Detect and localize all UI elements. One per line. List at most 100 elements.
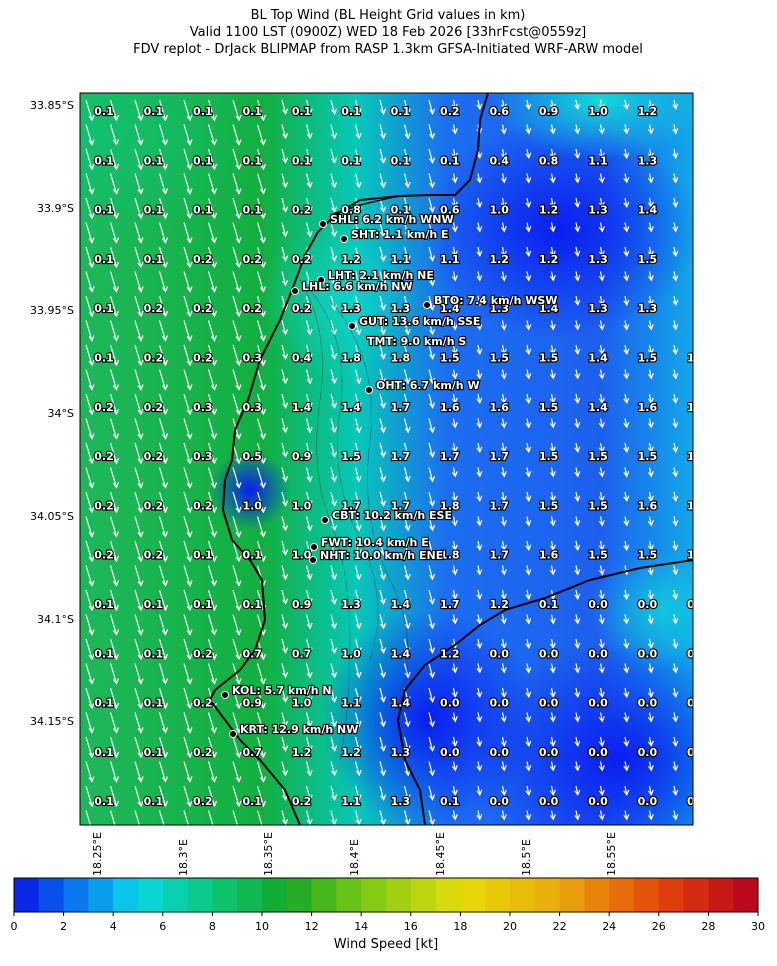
arrow-head [162,629,169,636]
arrow-head [500,716,507,723]
arrow-head [260,702,267,710]
station-dot [291,287,299,295]
wind-arrow [575,246,579,256]
arrow-head [672,471,679,478]
wind-arrow [379,369,385,384]
arrow-head [380,524,387,532]
arrow-head [672,520,679,527]
colorbar-segment [658,878,685,912]
wind-arrow [428,491,434,506]
grid-value: 0.1 [440,795,460,808]
arrow-head [260,384,267,391]
arrow-head [549,348,556,356]
wind-arrow [379,442,385,457]
arrow-head [355,132,362,140]
wind-arrow [403,173,409,188]
colorbar-tick-label: 4 [110,920,117,933]
wind-arrow [305,810,311,825]
wind-arrow [232,124,240,145]
arrow-head [429,818,436,825]
wind-arrow [599,638,603,648]
arrow-head [451,544,458,552]
arrow-head [598,593,605,601]
wind-arrow [256,785,265,807]
arrow-head [211,139,218,146]
arrow-head [451,618,458,625]
arrow-head [672,397,679,405]
arrow-head [355,573,362,581]
grid-value: 0.2 [193,302,213,315]
colorbar-segment [460,878,486,912]
wind-arrow [526,565,530,575]
wind-arrow [624,663,628,673]
arrow-head [260,433,267,440]
wind-arrow [281,810,287,825]
wind-arrow [330,565,336,580]
arrow-head [88,310,95,318]
arrow-head [162,212,169,220]
wind-arrow [232,295,240,317]
wind-arrow [599,197,603,207]
wind-arrow [550,418,554,428]
wind-arrow [330,516,336,531]
arrow-head [598,765,605,772]
grid-value: 0.1 [94,647,114,660]
arrow-head [647,789,654,797]
arrow-head [525,177,532,184]
wind-arrow [624,173,628,183]
wind-arrow [526,638,530,648]
grid-value: 1.2 [341,746,361,759]
grid-value: 1.5 [687,401,707,414]
arrow-head [163,826,168,831]
arrow-head [525,103,532,111]
arrow-head [331,255,338,262]
arrow-head [647,250,654,258]
arrow-head [623,495,630,503]
grid-value: 0.1 [144,746,164,759]
wind-arrow [673,124,677,134]
arrow-head [598,667,605,674]
grid-value: 1.1 [341,697,361,710]
wind-arrow [256,736,265,758]
colorbar-tick-label: 16 [404,920,418,933]
wind-arrow [477,173,481,183]
arrow-head [235,261,242,269]
arrow-head [549,446,556,454]
wind-arrow [158,99,167,121]
wind-arrow [599,516,603,526]
wind-arrow [550,197,554,207]
arrow-head [672,299,679,307]
wind-arrow [501,442,505,452]
arrow-head [429,647,436,654]
arrow-head [211,286,218,293]
wind-arrow [477,271,481,281]
wind-arrow [134,320,142,341]
arrow-head [404,622,411,630]
arrow-head [623,422,630,429]
arrow-head [186,163,193,171]
arrow-head [672,250,679,258]
grid-value: 0.5 [242,450,262,463]
wind-arrow [501,246,505,256]
wind-arrow [477,736,481,746]
wind-arrow [673,99,677,109]
grid-value: 1.4 [588,352,608,365]
wind-arrow [354,687,360,702]
colorbar-tick-label: 26 [652,920,666,933]
wind-arrow [183,663,191,684]
colorbar-segment [485,878,511,912]
wind-arrow [526,246,530,256]
arrow-head [623,299,630,307]
wind-arrow [232,614,240,635]
grid-value: 1.0 [341,647,361,660]
arrow-head [331,402,338,409]
wind-arrow [379,614,385,629]
wind-arrow [134,491,142,513]
wind-arrow [526,467,530,477]
wind-arrow [624,99,628,109]
wind-arrow [452,491,456,501]
arrow-head [380,500,387,507]
grid-value: 0.1 [292,154,312,167]
wind-arrow [477,761,481,771]
wind-arrow [452,344,456,354]
